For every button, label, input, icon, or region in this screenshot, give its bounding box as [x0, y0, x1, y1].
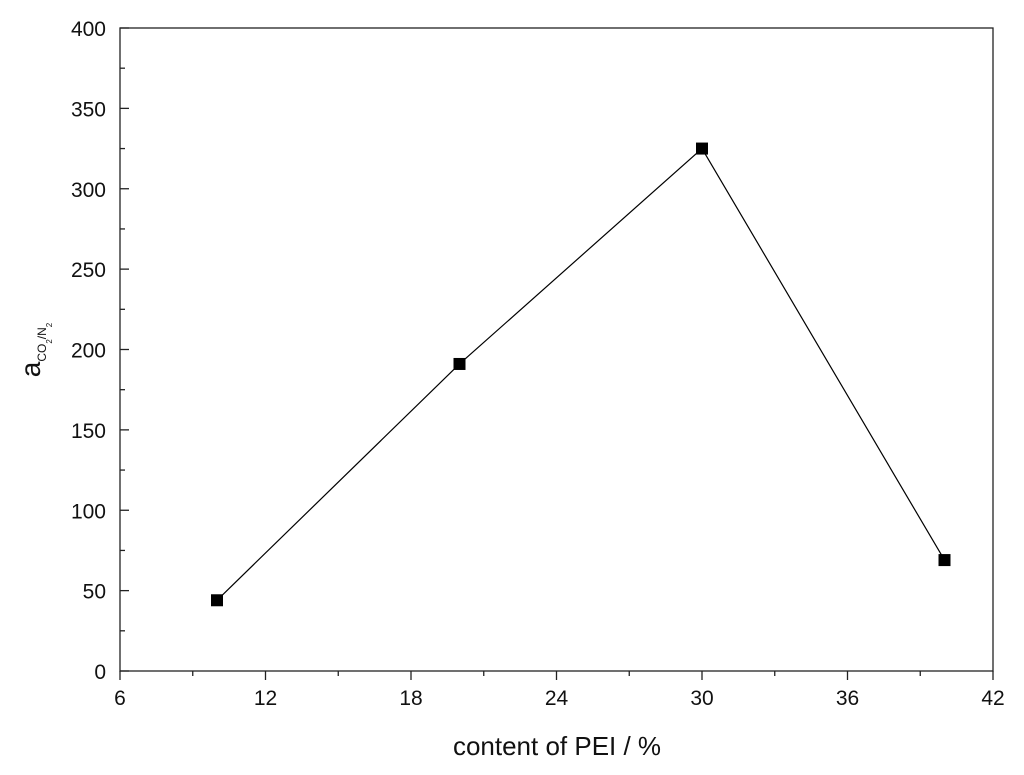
y-tick-label: 200: [71, 340, 106, 363]
x-tick-label: 36: [836, 687, 859, 710]
y-axis-title-symbol: a: [15, 361, 46, 377]
y-axis-title-sub: 2: [45, 322, 54, 327]
data-point: [453, 357, 466, 370]
y-tick-label: 250: [71, 259, 106, 282]
y-axis-title-sub: CO: [35, 344, 49, 362]
data-point: [696, 142, 708, 155]
series-line: [216, 147, 946, 601]
y-tick-label: 150: [71, 420, 106, 443]
y-tick-label: 400: [71, 18, 106, 41]
y-axis-title: aCO2/N2: [15, 322, 54, 377]
x-tick-label: 24: [545, 687, 569, 710]
y-tick-label: 350: [71, 98, 106, 121]
x-tick-label: 42: [981, 687, 1004, 710]
data-point: [211, 594, 223, 607]
y-tick-label: 100: [71, 500, 106, 523]
x-tick-label: 6: [114, 687, 126, 710]
plot-frame: [119, 27, 994, 672]
x-tick-label: 12: [254, 687, 277, 710]
y-axis-title-sub: /N: [35, 327, 49, 339]
y-axis-title-sub: 2: [45, 339, 54, 344]
data-point: [938, 554, 951, 567]
y-tick-label: 0: [94, 661, 106, 684]
x-axis-title: content of PEI / %: [453, 731, 661, 761]
x-tick-label: 30: [690, 687, 713, 710]
y-tick-label: 50: [83, 581, 106, 604]
y-tick-label: 300: [71, 179, 106, 202]
x-tick-label: 18: [399, 687, 422, 710]
